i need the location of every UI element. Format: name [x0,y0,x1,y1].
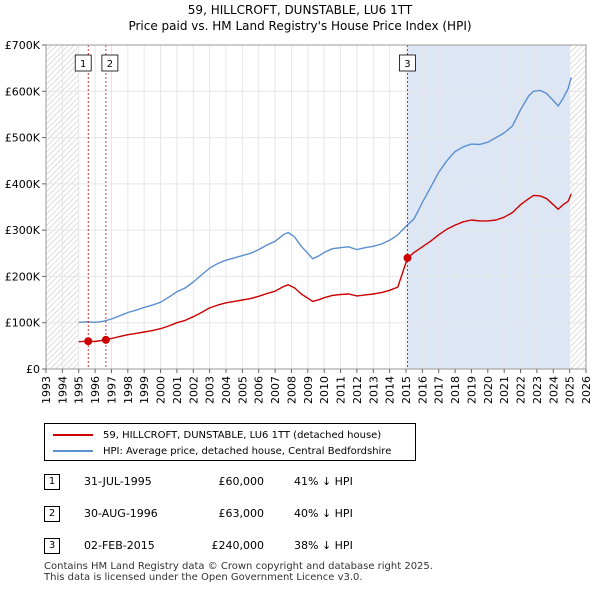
x-tick-label: 2020 [482,376,495,404]
y-tick-label: £700K [5,39,41,52]
y-tick-label: £600K [5,85,41,98]
x-tick-label: 2017 [433,376,446,404]
x-tick-label: 2000 [155,376,168,404]
x-tick-label: 2001 [171,376,184,404]
x-tick-label: 2021 [498,376,511,404]
transaction-price: £63,000 [218,507,265,520]
legend-swatch-property [53,434,93,436]
sale-label: 3 [404,59,410,70]
x-tick-label: 1997 [105,376,118,404]
series-line-property [78,193,572,343]
sale-label-box [399,54,416,72]
x-tick-label: 2025 [564,376,577,404]
x-tick-label: 2022 [515,376,528,404]
transaction-number: 3 [44,538,60,554]
legend-item-property: 59, HILLCROFT, DUNSTABLE, LU6 1TT (detac… [53,427,381,443]
price-chart: 1 2 3 £0 £100K £200K £300K £400K £500K £600K £700… [5,39,593,404]
sale-label: 2 [107,59,113,70]
legend-item-hpi: HPI: Average price, detached house, Cent… [53,443,391,459]
x-tick-label: 2002 [187,376,200,404]
series-line-hpi [78,77,572,323]
transaction-date: 02-FEB-2015 [84,539,155,552]
x-tick-label: 2003 [204,376,217,404]
y-tick-label: £0 [26,363,40,376]
x-tick-label: 2008 [285,376,298,404]
x-tick-label: 2024 [547,376,560,404]
hatch-after [569,45,586,369]
x-tick-label: 2013 [367,376,380,404]
y-tick-label: £500K [5,132,41,145]
transaction-price: £60,000 [218,475,265,488]
x-tick-label: 2004 [220,376,233,404]
legend-label-property: 59, HILLCROFT, DUNSTABLE, LU6 1TT (detac… [103,429,382,441]
footer-licence: This data is licensed under the Open Gov… [44,572,363,583]
sale-point [101,335,110,344]
x-tick-label: 1994 [56,376,69,404]
x-tick-label: 1999 [138,376,151,404]
x-tick-label: 1996 [89,376,102,404]
x-tick-label: 2016 [416,376,429,404]
sale-point [403,253,412,262]
x-tick-label: 2014 [384,376,397,404]
y-tick-label: £400K [5,178,41,191]
x-tick-label: 2010 [318,376,331,404]
x-tick-label: 2026 [580,376,593,404]
x-tick-label: 2007 [269,376,282,404]
shaded-region [407,45,570,369]
x-tick-label: 2023 [531,376,544,404]
x-tick-label: 2019 [465,376,478,404]
transaction-date: 30-AUG-1996 [84,507,158,520]
legend-label-hpi: HPI: Average price, detached house, Cent… [103,445,392,457]
x-tick-label: 2018 [449,376,462,404]
transaction-number: 2 [44,506,60,522]
sale-label-box [74,54,92,72]
transaction-hpi-diff: 38% ↓ HPI [294,539,353,552]
y-tick-label: £300K [5,224,41,237]
legend: 59, HILLCROFT, DUNSTABLE, LU6 1TT (detac… [44,423,416,461]
chart-title-line2: Price paid vs. HM Land Registry's House … [128,19,472,33]
transaction-price: £240,000 [211,539,265,552]
x-tick-label: 2009 [302,376,315,404]
x-tick-label: 1995 [73,376,86,404]
x-tick-label: 2011 [335,376,348,404]
plot-border [45,44,587,370]
transaction-number: 1 [44,474,60,490]
sale-point [84,337,93,346]
transaction-date: 31-JUL-1995 [84,475,152,488]
x-tick-label: 2006 [253,376,266,404]
footer-copyright: Contains HM Land Registry data © Crown c… [44,561,433,572]
x-tick-label: 1993 [40,376,53,404]
y-tick-label: £100K [5,317,41,330]
sale-label-box [101,54,119,72]
x-tick-label: 2005 [236,376,249,404]
legend-swatch-hpi [53,450,93,452]
transaction-hpi-diff: 40% ↓ HPI [294,507,353,520]
chart-title-line1: 59, HILLCROFT, DUNSTABLE, LU6 1TT [187,3,413,17]
x-tick-label: 2015 [400,376,413,404]
x-tick-label: 2012 [351,376,364,404]
x-tick-label: 1998 [122,376,135,404]
transaction-hpi-diff: 41% ↓ HPI [294,475,353,488]
sale-label: 1 [80,59,86,70]
y-tick-label: £200K [5,270,41,283]
